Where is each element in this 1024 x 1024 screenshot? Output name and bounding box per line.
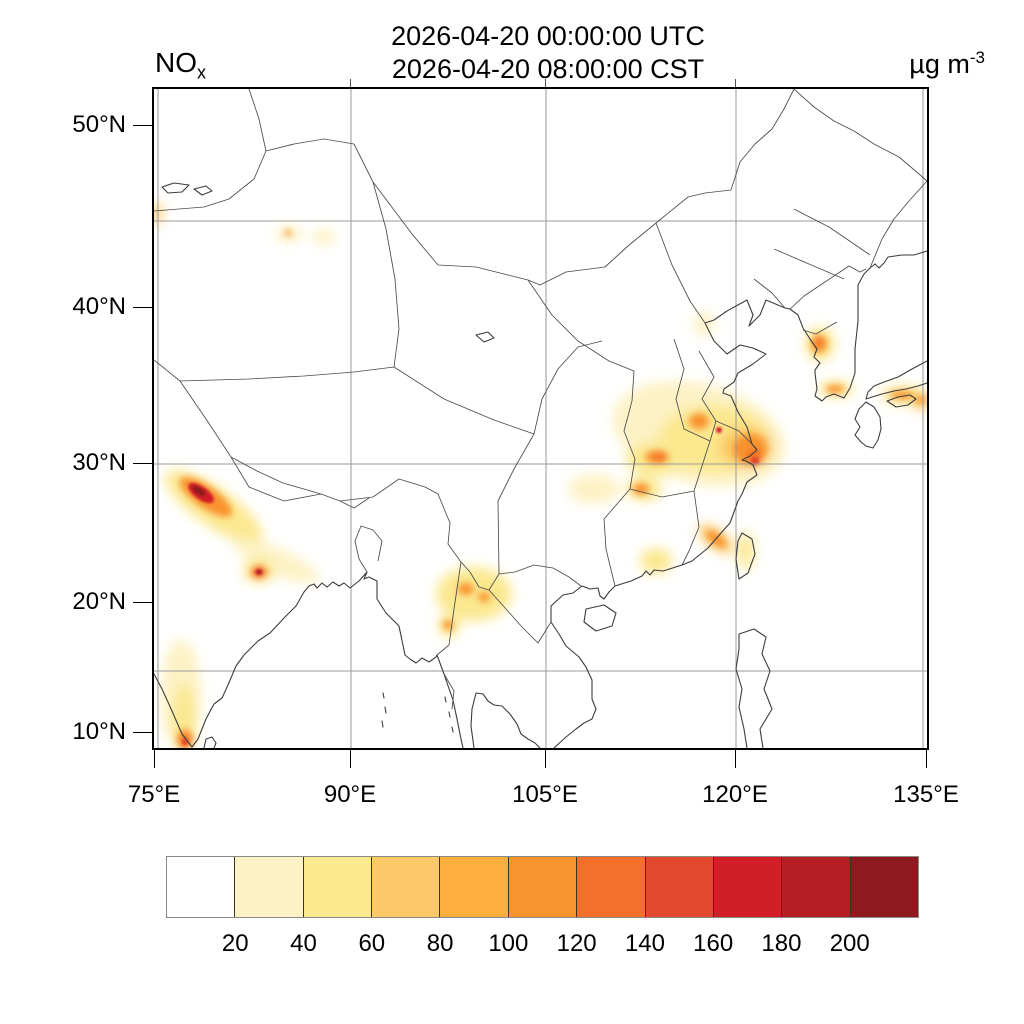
colorbar-tick-label: 20 <box>221 930 249 957</box>
y-tick-label: 10°N <box>72 718 126 745</box>
colorbar-tick-label: 80 <box>426 930 454 957</box>
colorbar-tick-label: 100 <box>488 930 529 957</box>
species-label: NOx <box>155 47 206 84</box>
map-area <box>152 87 929 750</box>
graticule <box>154 89 927 748</box>
top-tick-mark <box>350 79 351 87</box>
top-tick-mark <box>735 79 736 87</box>
y-tick-label: 40°N <box>72 293 126 320</box>
x-tick-label: 120°E <box>702 781 768 808</box>
x-tick-label: 105°E <box>512 781 578 808</box>
colorbar-tick-label: 120 <box>556 930 597 957</box>
colorbar-tick-label: 140 <box>624 930 665 957</box>
units-exponent: -3 <box>969 48 985 67</box>
x-tick-mark <box>153 749 155 768</box>
title-cst: 2026-04-20 08:00:00 CST <box>391 54 705 84</box>
colorbar-tick-label: 40 <box>290 930 317 957</box>
x-tick-mark <box>734 749 736 768</box>
top-tick-mark <box>545 79 546 87</box>
colorbar-tick-label: 160 <box>693 930 734 957</box>
x-tick-label: 90°E <box>323 781 377 808</box>
colorbar-tick-label: 180 <box>761 930 802 957</box>
x-tick-label: 135°E <box>893 781 959 808</box>
x-tick-label: 75°E <box>127 781 181 808</box>
colorbar-cell <box>576 857 645 917</box>
y-tick-mark <box>133 731 152 733</box>
species-base: NO <box>155 47 197 78</box>
x-tick-mark <box>544 749 546 768</box>
colorbar-tick-label: 200 <box>829 930 870 957</box>
y-tick-mark <box>133 462 152 464</box>
y-tick-mark <box>133 306 152 308</box>
units-base: µg m <box>909 49 970 79</box>
colorbar-cell <box>167 857 235 917</box>
x-tick-mark <box>349 749 351 768</box>
border-layer <box>154 89 927 710</box>
colorbar-cell <box>439 857 508 917</box>
y-tick-label: 30°N <box>72 449 126 476</box>
colorbar-cell <box>849 857 918 917</box>
colorbar-tick-label: 60 <box>358 930 386 957</box>
colorbar-cell <box>302 857 372 917</box>
colorbar-cell <box>507 857 577 917</box>
y-tick-label: 20°N <box>72 588 126 615</box>
species-subscript: x <box>197 62 206 83</box>
x-tick-mark <box>925 749 927 768</box>
colorbar-cell <box>644 857 713 917</box>
colorbar-cell <box>371 857 440 917</box>
units-label: µg m-3 <box>800 48 985 80</box>
coastline-layer <box>154 182 927 748</box>
colorbar-cell <box>234 857 303 917</box>
y-tick-mark <box>133 124 152 126</box>
colorbar-cell <box>712 857 782 917</box>
y-tick-mark <box>133 601 152 603</box>
title-utc: 2026-04-20 00:00:00 UTC <box>391 21 705 51</box>
colorbar-cell <box>781 857 850 917</box>
colorbar <box>166 856 919 918</box>
plot-title: 2026-04-20 00:00:00 UTC 2026-04-20 08:00… <box>148 20 948 86</box>
y-tick-label: 50°N <box>72 111 126 138</box>
map-svg <box>154 89 927 748</box>
